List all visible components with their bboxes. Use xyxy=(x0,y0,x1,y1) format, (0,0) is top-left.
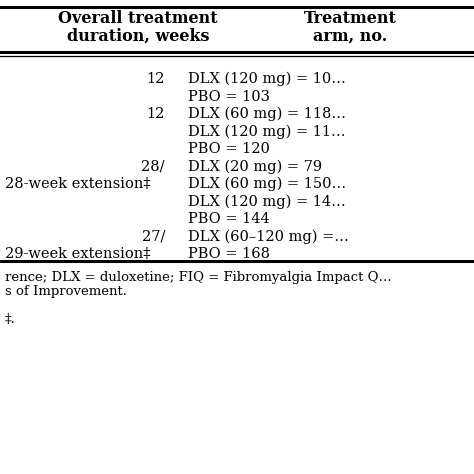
Text: DLX (120 mg) = 10…: DLX (120 mg) = 10… xyxy=(188,72,346,86)
Text: PBO = 168: PBO = 168 xyxy=(188,247,270,261)
Text: DLX (60 mg) = 150…: DLX (60 mg) = 150… xyxy=(188,177,346,191)
Text: DLX (60 mg) = 118…: DLX (60 mg) = 118… xyxy=(188,107,346,121)
Text: duration, weeks: duration, weeks xyxy=(67,28,209,45)
Text: 28/: 28/ xyxy=(142,159,165,173)
Text: 28-week extension‡: 28-week extension‡ xyxy=(5,177,151,191)
Text: PBO = 144: PBO = 144 xyxy=(188,212,270,226)
Text: 27/: 27/ xyxy=(142,229,165,244)
Text: PBO = 120: PBO = 120 xyxy=(188,142,270,156)
Text: 12: 12 xyxy=(146,107,165,121)
Text: ‡.: ‡. xyxy=(5,312,16,326)
Text: 12: 12 xyxy=(146,72,165,86)
Text: s of Improvement.: s of Improvement. xyxy=(5,285,127,299)
Text: 29-week extension‡: 29-week extension‡ xyxy=(5,247,151,261)
Text: DLX (20 mg) = 79: DLX (20 mg) = 79 xyxy=(188,159,322,174)
Text: rence; DLX = duloxetine; FIQ = Fibromyalgia Impact Q…: rence; DLX = duloxetine; FIQ = Fibromyal… xyxy=(5,271,392,283)
Text: Overall treatment: Overall treatment xyxy=(58,10,218,27)
Text: DLX (60–120 mg) =…: DLX (60–120 mg) =… xyxy=(188,229,349,244)
Text: Treatment: Treatment xyxy=(303,10,396,27)
Text: DLX (120 mg) = 11…: DLX (120 mg) = 11… xyxy=(188,125,346,139)
Text: PBO = 103: PBO = 103 xyxy=(188,90,270,103)
Text: arm, no.: arm, no. xyxy=(313,28,387,45)
Text: DLX (120 mg) = 14…: DLX (120 mg) = 14… xyxy=(188,194,346,209)
